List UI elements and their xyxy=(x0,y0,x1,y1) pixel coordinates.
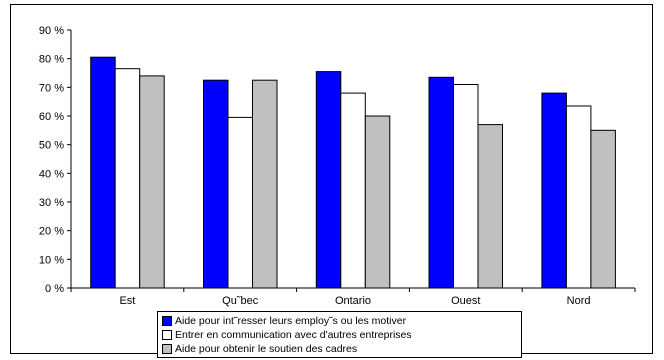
legend-swatch-series-1 xyxy=(162,316,172,326)
legend-swatch-series-2 xyxy=(162,330,172,340)
bar-3-qu-bec xyxy=(252,79,278,289)
y-tick-label: 40 % xyxy=(39,168,64,180)
bar-2-nord xyxy=(565,105,592,289)
bar-1-qu-bec xyxy=(203,79,229,289)
y-tick-label: 80 % xyxy=(39,54,64,66)
bar-3-nord xyxy=(590,129,616,289)
y-tick-label: 50 % xyxy=(39,140,64,152)
bar-1-ouest xyxy=(428,76,454,289)
x-category-label: Ontario xyxy=(335,295,371,307)
y-tick-label: 60 % xyxy=(39,111,64,123)
bar-3-ouest xyxy=(477,124,503,289)
y-tick-label: 0 % xyxy=(45,283,64,295)
legend-item-series-2: Entrer en communication avec d'autres en… xyxy=(162,328,521,342)
bar-3-est xyxy=(139,75,165,289)
y-tick-label: 20 % xyxy=(39,226,64,238)
x-category-label: Ouest xyxy=(451,295,480,307)
bar-1-ontario xyxy=(315,71,342,289)
y-tick-label: 10 % xyxy=(39,254,64,266)
legend-item-series-3: Aide pour obtenir le soutien des cadres xyxy=(162,342,521,356)
x-category-label: Qu˜bec xyxy=(222,295,259,307)
bar-2-ouest xyxy=(453,84,479,289)
bar-2-qu-bec xyxy=(227,116,253,289)
legend-swatch-series-3 xyxy=(162,344,172,354)
bar-1-nord xyxy=(541,92,567,289)
bar-2-ontario xyxy=(340,92,366,289)
legend-item-series-1: Aide pour int˜resser leurs employ˜s ou l… xyxy=(162,314,521,328)
legend-label-series-3: Aide pour obtenir le soutien des cadres xyxy=(175,343,358,355)
bar-3-ontario xyxy=(364,115,391,289)
legend-label-series-1: Aide pour int˜resser leurs employ˜s ou l… xyxy=(175,315,407,327)
y-tick-label: 30 % xyxy=(39,197,64,209)
x-category-label: Nord xyxy=(567,295,591,307)
bar-2-est xyxy=(114,68,141,289)
legend-label-series-2: Entrer en communication avec d'autres en… xyxy=(175,329,412,341)
y-tick-label: 90 % xyxy=(39,25,64,37)
bar-1-est xyxy=(90,56,116,289)
chart-legend: Aide pour int˜resser leurs employ˜s ou l… xyxy=(157,311,522,358)
y-tick-label: 70 % xyxy=(39,82,64,94)
x-category-label: Est xyxy=(119,295,135,307)
